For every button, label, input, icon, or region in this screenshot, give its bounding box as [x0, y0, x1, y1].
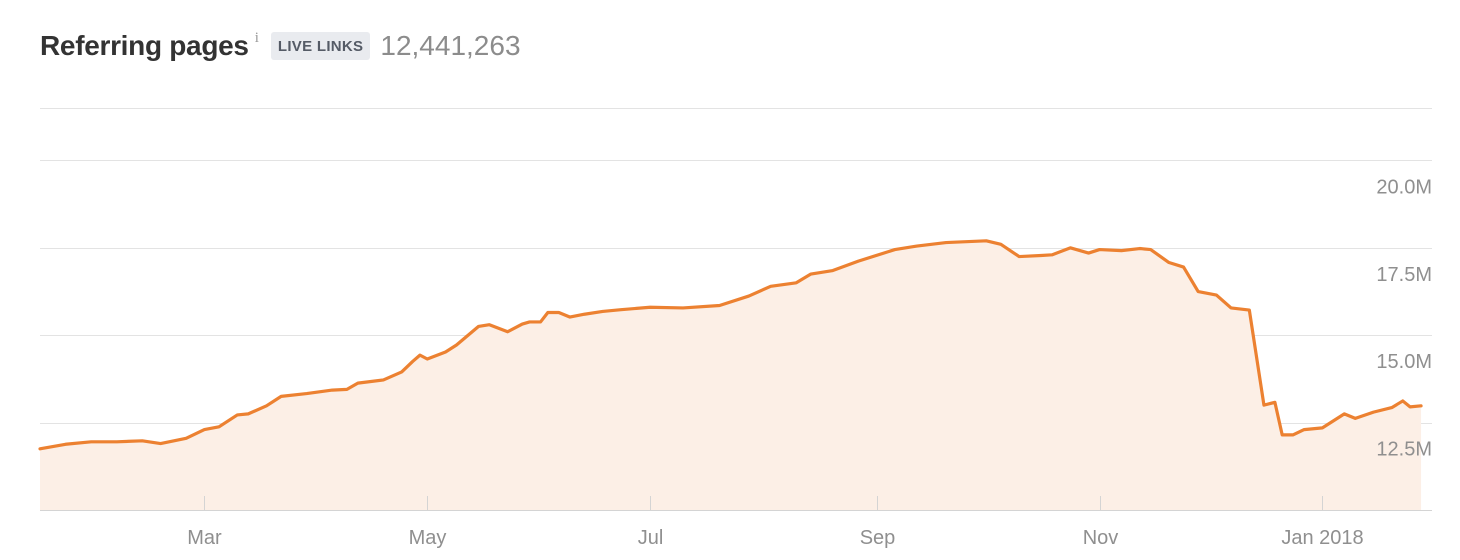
info-icon[interactable]: i	[254, 30, 259, 46]
x-tick-label-Mar: Mar	[187, 527, 222, 549]
label-layer: 12.5M 15.0M 17.5M 20.0M Mar May Jul Sep Nov Jan 2…	[187, 176, 1432, 549]
series-line	[38, 239, 1423, 451]
y-tick-label-17.5M: 17.5M	[1376, 264, 1432, 286]
y-tick-label-20.0M: 20.0M	[1376, 176, 1432, 198]
series-area	[40, 240, 1422, 510]
total-count: 12,441,263	[380, 30, 521, 61]
axis-layer	[40, 496, 1432, 511]
x-tick-label-Jul: Jul	[638, 527, 664, 549]
chart-title: Referring pages	[40, 30, 249, 61]
chart-header: Referring pages i LIVE LINKS 12,441,263	[40, 22, 521, 70]
x-tick-label-May: May	[409, 527, 447, 549]
x-tick-label-Nov: Nov	[1083, 527, 1119, 549]
y-tick-label-12.5M: 12.5M	[1376, 439, 1432, 461]
y-tick-label-15.0M: 15.0M	[1376, 351, 1432, 373]
live-links-badge[interactable]: LIVE LINKS	[270, 32, 371, 60]
area-layer	[38, 239, 1423, 510]
x-tick-label-Sep: Sep	[860, 527, 896, 549]
x-tick-label-Jan 2018: Jan 2018	[1281, 527, 1363, 549]
